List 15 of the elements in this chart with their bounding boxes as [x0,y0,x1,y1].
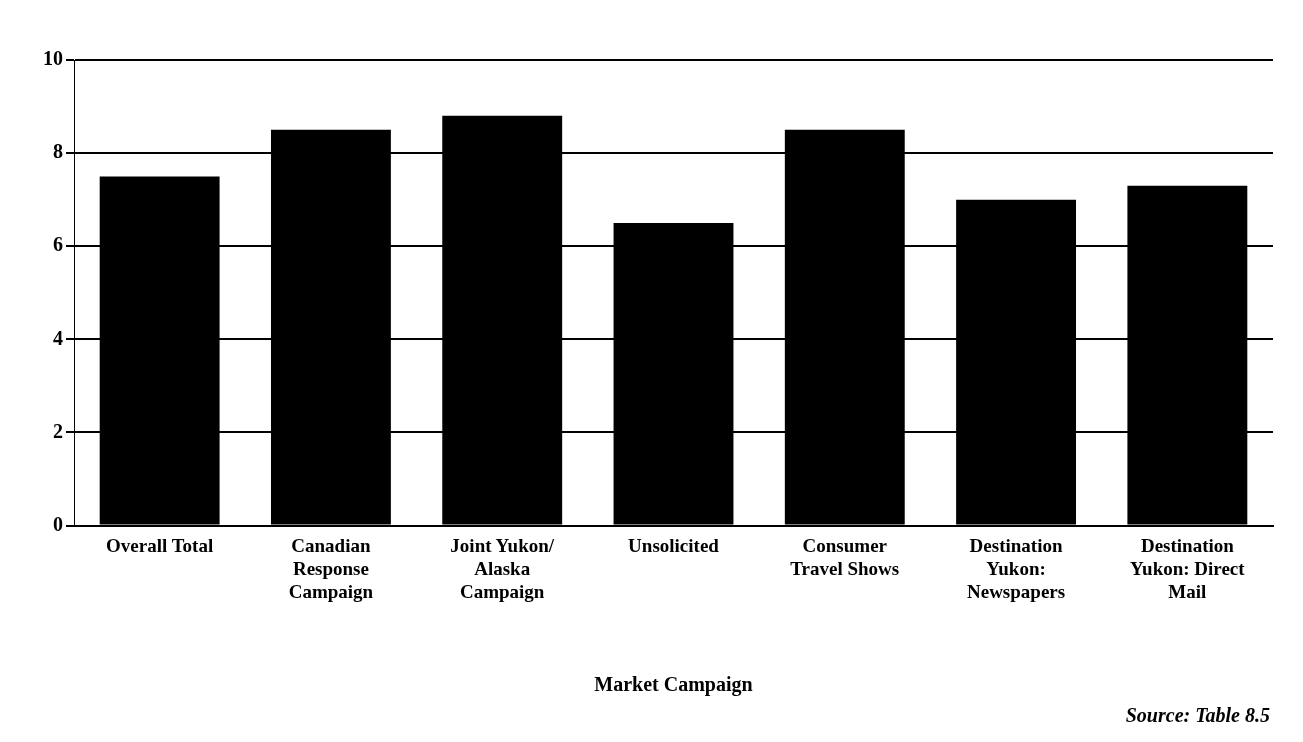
source-note: Source: Table 8.5 [1125,704,1270,726]
x-tick-label: Consumer Travel Shows [790,534,900,579]
y-tick-label: 0 [53,512,63,535]
y-tick-label: 10 [43,47,63,70]
x-tick-label: Destination Yukon: Newspapers [966,534,1066,602]
x-tick-label: Canadian Response Campaign [288,534,374,602]
y-tick-label: 8 [53,140,63,163]
x-tick-label: Destination Yukon: Direct Mail [1130,534,1246,602]
x-tick-label: Joint Yukon/ Alaska Campaign [450,534,555,602]
y-tick-label: 4 [53,326,63,349]
x-tick-label: Overall Total [106,534,214,556]
x-axis-title: Market Campaign [594,673,753,697]
y-tick-label: 2 [53,419,63,442]
y-tick-label: 6 [53,233,63,256]
x-tick-label: Unsolicited [628,534,720,556]
